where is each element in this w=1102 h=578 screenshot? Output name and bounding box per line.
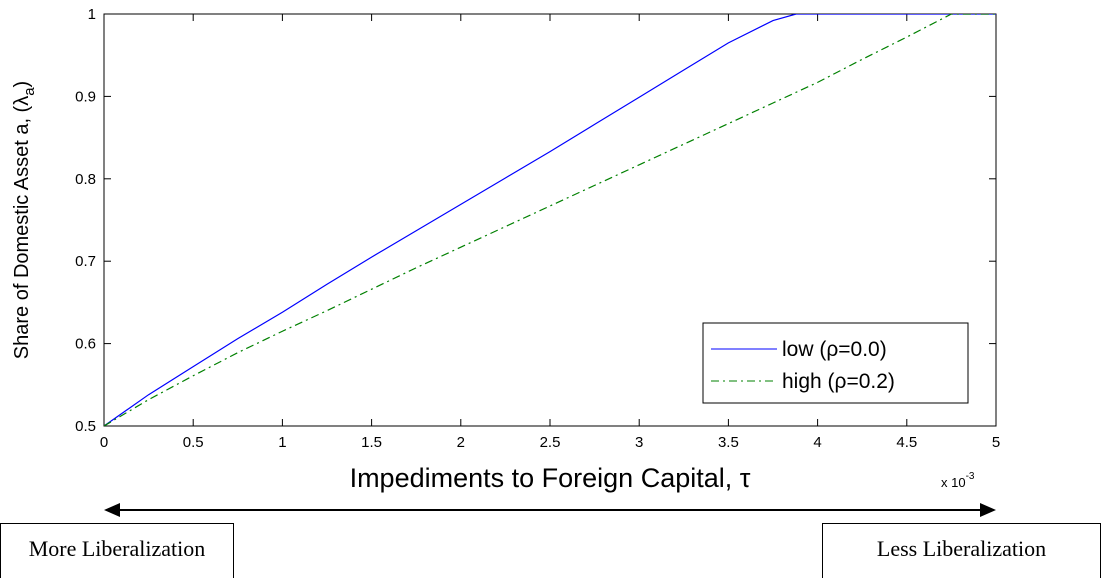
x-tick-label: 0.5 — [183, 434, 204, 451]
x-axis-label: Impediments to Foreign Capital, τ — [350, 463, 751, 493]
x-tick-label: 3.5 — [718, 434, 739, 451]
y-tick-label: 1 — [88, 6, 96, 23]
arrow-head-right — [980, 503, 996, 517]
y-label-main: Share of Domestic Asset a, (λ — [11, 96, 33, 359]
legend-label-high: high (ρ=0.2) — [782, 370, 895, 393]
y-label-subscript: a — [21, 87, 38, 96]
x-exponent-base: x 10 — [941, 475, 966, 490]
x-exponent-power: -3 — [966, 471, 975, 482]
more-liberalization-label: More Liberalization — [0, 523, 234, 578]
liberalization-arrow — [104, 503, 996, 517]
x-axis-ticks: 0 0.5 1 1.5 2 2.5 3 3.5 4 4.5 5 — [100, 14, 1000, 451]
legend-label-low: low (ρ=0.0) — [782, 338, 887, 361]
x-tick-label: 4 — [813, 434, 821, 451]
y-axis-ticks: 0.5 0.6 0.7 0.8 0.9 1 — [75, 6, 996, 435]
x-tick-label: 0 — [100, 434, 108, 451]
y-tick-label: 0.9 — [75, 88, 96, 105]
x-axis-exponent: x 10-3 — [941, 471, 975, 490]
y-tick-label: 0.8 — [75, 171, 96, 188]
y-label-close: ) — [11, 81, 33, 88]
x-tick-label: 3 — [635, 434, 643, 451]
series-line-high — [104, 14, 996, 426]
less-liberalization-label: Less Liberalization — [822, 523, 1101, 578]
arrow-head-left — [104, 503, 120, 517]
x-tick-label: 1.5 — [361, 434, 382, 451]
x-tick-label: 4.5 — [896, 434, 917, 451]
y-tick-label: 0.7 — [75, 253, 96, 270]
series-lines — [104, 14, 996, 426]
x-tick-label: 2.5 — [540, 434, 561, 451]
x-tick-label: 2 — [457, 434, 465, 451]
x-tick-label: 1 — [278, 434, 286, 451]
legend: low (ρ=0.0) high (ρ=0.2) — [702, 322, 969, 404]
y-axis-label: Share of Domestic Asset a, (λa) — [11, 81, 38, 359]
y-tick-label: 0.5 — [75, 418, 96, 435]
series-line-low — [104, 14, 996, 426]
legend-box — [702, 322, 969, 404]
y-tick-label: 0.6 — [75, 336, 96, 353]
x-tick-label: 5 — [992, 434, 1000, 451]
